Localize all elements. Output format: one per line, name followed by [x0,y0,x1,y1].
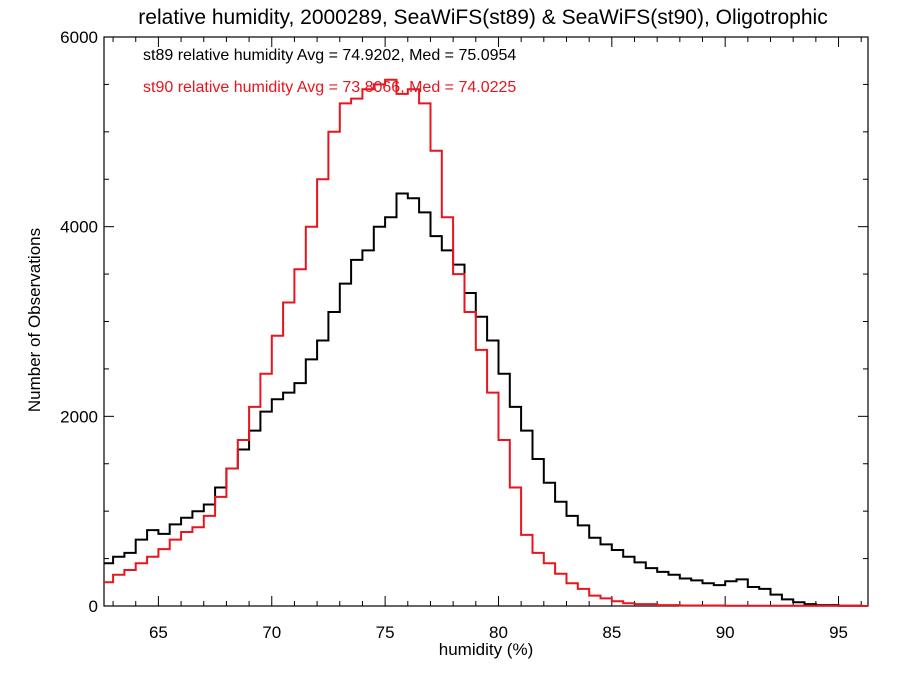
x-tick-label: 85 [602,623,621,642]
legend-st90: st90 relative humidity Avg = 73.8066, Me… [143,79,516,96]
y-tick-label: 2000 [60,407,98,426]
series-st89-line [104,192,868,607]
y-axis-label: Number of Observations [25,228,44,412]
x-tick-label: 80 [489,623,508,642]
legend-st89: st89 relative humidity Avg = 74.9202, Me… [143,47,516,64]
x-axis-label: humidity (%) [439,640,533,659]
chart-title: relative humidity, 2000289, SeaWiFS(st89… [138,6,827,29]
y-tick-label: 0 [89,597,98,616]
y-tick-label: 6000 [60,28,98,47]
x-tick-label: 75 [376,623,395,642]
x-axis-ticks: 65 70 75 80 85 90 95 [112,37,862,642]
x-tick-label: 90 [716,623,735,642]
series-st90-line [104,78,868,607]
plot-frame [103,36,869,607]
y-tick-label: 4000 [60,218,98,237]
series-layer [104,78,868,607]
x-tick-label: 95 [829,623,848,642]
y-axis-ticks: 0 2000 4000 6000 [60,28,868,616]
x-tick-label: 70 [262,623,281,642]
x-tick-label: 65 [149,623,168,642]
